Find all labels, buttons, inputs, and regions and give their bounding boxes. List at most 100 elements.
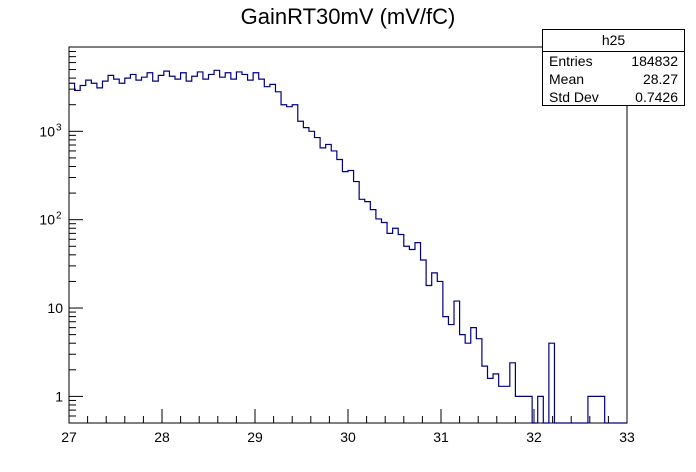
histogram-bin (365, 202, 371, 423)
histogram-bin (448, 325, 454, 423)
stats-row-entries: Entries 184832 (543, 52, 684, 70)
histogram-bin (214, 70, 220, 423)
x-tick-label: 31 (433, 429, 449, 445)
histogram-bin (275, 92, 281, 423)
histogram-bin (588, 396, 594, 423)
y-tick-label: 10 (47, 300, 63, 316)
stats-value: 184832 (631, 53, 678, 69)
histogram-bin (102, 81, 108, 423)
histogram-bin (86, 80, 92, 423)
histogram-bin (231, 79, 237, 423)
histogram-bin (549, 343, 555, 423)
stats-label: Entries (549, 53, 593, 69)
x-tick-label: 33 (619, 429, 635, 445)
histogram-bin (181, 73, 187, 423)
histogram-bin (303, 128, 309, 423)
y-tick-exponent: 2 (56, 211, 62, 222)
histogram-bin (381, 222, 387, 423)
y-tick-label: 10 (39, 123, 55, 139)
histogram-bin (248, 80, 254, 423)
x-tick-label: 29 (247, 429, 263, 445)
histogram-bin (298, 121, 304, 423)
histogram-bin (136, 80, 142, 423)
histogram-bin (437, 281, 443, 423)
histogram-bin (315, 138, 321, 423)
histogram-bin (510, 363, 516, 423)
histogram-bin (164, 71, 170, 423)
histogram-bin (225, 73, 231, 423)
histogram-bin (292, 105, 298, 423)
stats-value: 28.27 (642, 71, 678, 87)
histogram-bin (370, 210, 376, 423)
histogram-bin (359, 199, 365, 423)
histogram-bin (488, 378, 494, 423)
histogram-bin (209, 74, 215, 423)
histogram-bin (471, 328, 477, 423)
histogram-bin (515, 396, 521, 423)
histogram-bin (409, 249, 415, 423)
histogram-bin (393, 228, 399, 423)
histogram-bin (153, 81, 159, 423)
histogram-bin (242, 74, 248, 423)
stats-value: 0.7426 (635, 89, 678, 105)
histogram-bin (426, 285, 432, 423)
histogram-bin (337, 159, 343, 423)
histogram-bin (331, 151, 337, 423)
histogram-bin (203, 79, 209, 423)
chart-title: GainRT30mV (mV/fC) (240, 4, 456, 29)
histogram-bin (175, 79, 181, 423)
histogram-bin (220, 77, 226, 423)
stats-box: h25 Entries 184832 Mean 28.27 Std Dev 0.… (542, 29, 685, 106)
stats-histogram-name: h25 (543, 30, 684, 52)
stats-label: Mean (549, 71, 585, 87)
histogram-bin (192, 76, 198, 423)
y-tick-label: 10 (39, 212, 55, 228)
histogram-bin (236, 72, 242, 423)
histogram-bin (119, 83, 125, 423)
histogram-bin (108, 75, 114, 423)
histogram-outline (69, 69, 627, 424)
histogram-bin (376, 219, 382, 423)
x-tick-label: 30 (340, 429, 356, 445)
histogram-bin (432, 273, 438, 423)
histogram-bin (264, 87, 270, 423)
histogram-bin (421, 260, 427, 423)
histogram-bin (130, 74, 136, 423)
histogram-bin (287, 107, 293, 423)
histogram-bin (186, 81, 192, 423)
histogram-bin (91, 83, 97, 423)
histogram-bin (404, 246, 410, 423)
histogram-bin (114, 79, 120, 423)
histogram-bin (270, 84, 276, 423)
histogram-bin (398, 234, 404, 423)
histogram-bin (454, 301, 460, 423)
histogram-bin (69, 83, 75, 423)
histogram-bin (169, 76, 175, 423)
histogram-bin (253, 73, 259, 423)
histogram-bin (594, 396, 600, 423)
histogram-bin (521, 396, 527, 423)
stats-row-mean: Mean 28.27 (543, 70, 684, 88)
histogram-bin (326, 144, 332, 423)
x-tick-label: 32 (526, 429, 542, 445)
histogram-bin (259, 79, 265, 423)
histogram-bin (320, 148, 326, 423)
histogram-bin (415, 243, 421, 423)
histogram-bin (125, 78, 131, 423)
histogram-bin (348, 171, 354, 423)
histogram-bin (476, 339, 482, 423)
histogram-bin (493, 374, 499, 423)
histogram-bin (80, 86, 86, 423)
histogram-bin (197, 72, 203, 423)
histogram-bin (147, 73, 153, 423)
x-tick-label: 28 (154, 429, 170, 445)
x-tick-label: 27 (61, 429, 77, 445)
histogram-bin (158, 75, 164, 423)
histogram-bin (599, 396, 605, 423)
histogram-bin (354, 182, 360, 423)
histogram-bin (538, 396, 544, 423)
histogram-bin (527, 396, 533, 423)
histogram-bin (465, 343, 471, 423)
